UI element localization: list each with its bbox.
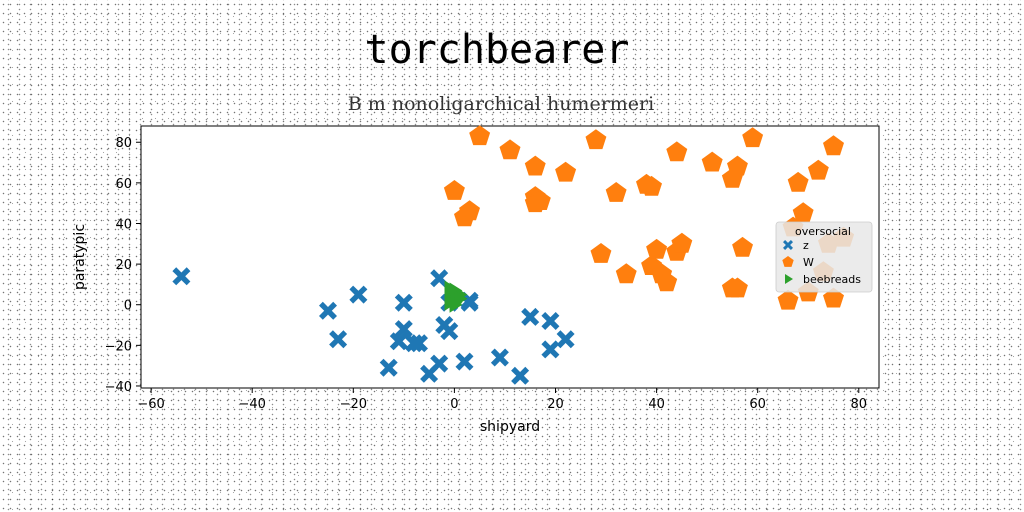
y-tick-label: 60 xyxy=(115,177,132,192)
legend-label: beebreads xyxy=(803,273,861,286)
scatter-point-pentagon xyxy=(555,161,577,182)
scatter-point-x xyxy=(389,332,408,351)
scatter-point-pentagon xyxy=(443,180,465,200)
scatter-point-x xyxy=(490,348,509,367)
scatter-point-x xyxy=(460,291,479,310)
legend-frame xyxy=(775,221,873,293)
plot-area xyxy=(140,125,880,389)
scatter-point-x xyxy=(394,320,413,339)
scatter-point-pentagon xyxy=(459,200,480,221)
scatter-point-pentagon xyxy=(605,182,627,202)
scatter-point-pentagon xyxy=(529,190,551,210)
scatter-point-pentagon xyxy=(777,289,799,310)
scatter-point-pentagon xyxy=(671,232,693,253)
scatter-point-pentagon xyxy=(585,129,607,150)
scatter-point-pentagon xyxy=(646,238,668,259)
scatter-point-x xyxy=(541,340,560,359)
y-axis-label: paratypic xyxy=(72,224,88,290)
x-tick-label: 0 xyxy=(450,397,458,412)
legend-marker xyxy=(785,274,793,284)
y-tick-label: 20 xyxy=(115,258,132,273)
chart-title: torchbearer xyxy=(365,27,630,73)
scatter-point-x xyxy=(405,334,423,353)
scatter-point-x xyxy=(319,301,337,320)
scatter-point-pentagon xyxy=(524,155,546,176)
scatter-point-x xyxy=(349,285,368,304)
scatter-point-pentagon xyxy=(590,243,612,263)
y-tick-label: 40 xyxy=(115,217,132,232)
x-tick-label: 60 xyxy=(749,397,766,412)
scatter-point-triangle-right xyxy=(454,290,468,307)
x-tick-label: −20 xyxy=(340,397,367,412)
scatter-point-pentagon xyxy=(823,135,844,156)
scatter-point-pentagon xyxy=(656,271,678,292)
legend-marker xyxy=(782,256,794,267)
scatter-point-x xyxy=(379,358,398,377)
legend-title: oversocial xyxy=(795,225,851,238)
x-axis: −60 −40 −20 0 20 40 60 80 xyxy=(137,388,867,412)
scatter-point-pentagon xyxy=(469,125,491,146)
y-tick-label: −40 xyxy=(105,380,132,395)
scatter-point-pentagon xyxy=(641,175,662,196)
x-tick-label: −40 xyxy=(238,397,265,412)
scatter-point-x xyxy=(541,312,560,330)
scatter-point-pentagon xyxy=(615,263,637,284)
x-tick-label: 20 xyxy=(547,397,564,412)
scatter-point-x xyxy=(511,366,530,385)
scatter-point-x xyxy=(410,334,428,353)
legend-label: z xyxy=(803,239,809,252)
x-tick-label: −60 xyxy=(137,397,164,412)
legend-marker xyxy=(783,240,793,250)
scatter-point-x xyxy=(430,269,449,288)
x-tick-label: 40 xyxy=(648,397,665,412)
scatter-point-x xyxy=(521,307,540,326)
x-tick-label: 80 xyxy=(851,397,868,412)
chart-subtitle: B m nonoligarchical humermeri xyxy=(348,93,654,115)
y-tick-label: 0 xyxy=(124,299,132,314)
scatter-point-pentagon xyxy=(727,155,748,176)
scatter-point-x xyxy=(440,322,459,341)
scatter-point-pentagon xyxy=(732,236,753,257)
scatter-point-x xyxy=(455,352,474,371)
scatter-point-pentagon xyxy=(823,287,844,308)
scatter-point-x xyxy=(329,330,348,349)
legend-label: W xyxy=(803,256,814,269)
scatter-point-pentagon xyxy=(787,171,809,192)
scatter-point-x xyxy=(172,267,191,286)
scatter-point-x xyxy=(394,293,413,312)
y-tick-label: −20 xyxy=(105,339,132,354)
y-axis: −40 −20 0 20 40 60 80 xyxy=(105,136,141,395)
scatter-point-x xyxy=(430,354,449,373)
scatter-point-pentagon xyxy=(701,151,723,172)
scatter-point-pentagon xyxy=(807,159,829,180)
scatter-point-pentagon xyxy=(792,202,814,223)
scatter-point-x xyxy=(556,330,575,349)
x-axis-label: shipyard xyxy=(480,419,540,435)
scatter-point-pentagon xyxy=(742,127,764,148)
y-tick-label: 80 xyxy=(115,136,132,151)
scatter-point-pentagon xyxy=(499,139,521,160)
scatter-point-pentagon xyxy=(727,277,748,298)
scatter-point-pentagon xyxy=(666,141,688,162)
